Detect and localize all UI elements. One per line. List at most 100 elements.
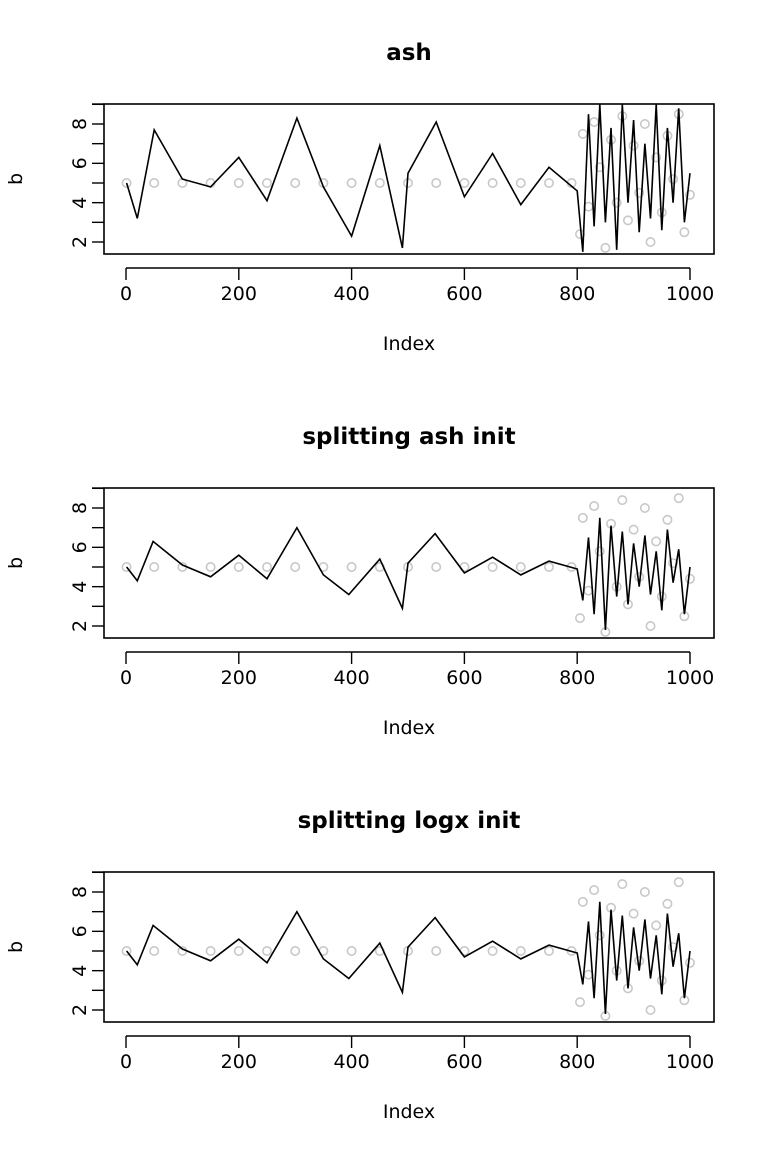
data-point (639, 119, 650, 130)
y-tick-label: 4 (69, 581, 91, 593)
data-point (431, 945, 442, 956)
data-point (679, 227, 690, 238)
y-tick-label: 6 (69, 157, 91, 169)
data-point (673, 493, 684, 504)
data-point (600, 242, 611, 253)
series-line (125, 901, 691, 1014)
y-axis: 2 4 6 8 (69, 103, 104, 248)
y-tick-label: 2 (69, 236, 91, 248)
x-tick-label: 1000 (666, 283, 714, 305)
data-point (290, 945, 301, 956)
y-tick-label: 8 (69, 886, 91, 898)
data-point (121, 178, 132, 189)
data-point (543, 945, 554, 956)
plot-frame (103, 871, 715, 1023)
chart-title: splitting logx init (298, 808, 521, 834)
data-point (575, 997, 586, 1008)
y-axis: 2 4 6 8 (69, 871, 104, 1016)
panel-3: splitting logx init 2 4 6 8 b 0 200 400 600 800 100… (5, 808, 715, 1123)
data-point (645, 237, 656, 248)
series-line (125, 104, 691, 252)
data-point (684, 189, 695, 200)
y-axis: 2 4 6 8 (69, 487, 104, 632)
data-point (149, 945, 160, 956)
data-point (617, 495, 628, 506)
chart-title: ash (386, 40, 432, 66)
plot-frame (103, 103, 715, 255)
data-point (346, 561, 357, 572)
data-point (651, 920, 662, 931)
observed-points (121, 877, 695, 1021)
data-point (233, 178, 244, 189)
x-axis-label: Index (383, 717, 435, 739)
data-point (628, 524, 639, 535)
data-point (487, 561, 498, 572)
data-point (543, 561, 554, 572)
data-point (668, 558, 679, 569)
data-point (290, 561, 301, 572)
y-axis-label: b (5, 557, 27, 569)
data-point (577, 896, 588, 907)
data-point (622, 215, 633, 226)
data-point (662, 514, 673, 525)
data-point (673, 877, 684, 888)
data-point (634, 187, 645, 198)
plot-frame (103, 487, 715, 639)
x-tick-label: 600 (446, 667, 482, 689)
data-point (589, 117, 600, 128)
data-point (668, 942, 679, 953)
data-point (577, 128, 588, 139)
series-line (125, 517, 691, 630)
data-point (577, 512, 588, 523)
data-point (639, 502, 650, 513)
data-point (431, 178, 442, 189)
y-axis-label: b (5, 941, 27, 953)
data-point (684, 957, 695, 968)
x-tick-label: 0 (120, 1051, 132, 1073)
data-point (121, 561, 132, 572)
data-point (611, 197, 622, 208)
x-tick-label: 200 (221, 283, 257, 305)
x-tick-label: 400 (333, 667, 369, 689)
x-tick-label: 1000 (666, 1051, 714, 1073)
data-point (515, 945, 526, 956)
data-point (594, 162, 605, 173)
data-point (594, 546, 605, 557)
data-point (684, 573, 695, 584)
y-tick-label: 8 (69, 502, 91, 514)
data-point (515, 561, 526, 572)
x-tick-label: 200 (221, 1051, 257, 1073)
data-point (651, 152, 662, 163)
x-tick-label: 0 (120, 283, 132, 305)
x-tick-label: 0 (120, 667, 132, 689)
data-point (651, 536, 662, 547)
data-point (233, 945, 244, 956)
data-point (290, 178, 301, 189)
x-tick-label: 600 (446, 1051, 482, 1073)
x-tick-label: 400 (333, 1051, 369, 1073)
data-point (589, 885, 600, 896)
y-tick-label: 2 (69, 620, 91, 632)
y-tick-label: 8 (69, 118, 91, 130)
data-point (645, 1004, 656, 1015)
data-point (261, 561, 272, 572)
data-point (589, 501, 600, 512)
data-point (431, 561, 442, 572)
data-point (261, 178, 272, 189)
data-point (543, 178, 554, 189)
data-point (346, 178, 357, 189)
data-point (639, 886, 650, 897)
data-point (261, 945, 272, 956)
data-point (645, 620, 656, 631)
data-point (594, 930, 605, 941)
data-point (233, 561, 244, 572)
x-tick-label: 800 (559, 283, 595, 305)
y-axis-label: b (5, 173, 27, 185)
panel-1: ash 2 4 6 8 b 0 200 400 600 800 1000 Index (5, 40, 715, 355)
y-tick-label: 4 (69, 197, 91, 209)
data-point (459, 178, 470, 189)
data-point (487, 945, 498, 956)
x-axis: 0 200 400 600 800 1000 (120, 651, 714, 689)
x-tick-label: 800 (559, 667, 595, 689)
